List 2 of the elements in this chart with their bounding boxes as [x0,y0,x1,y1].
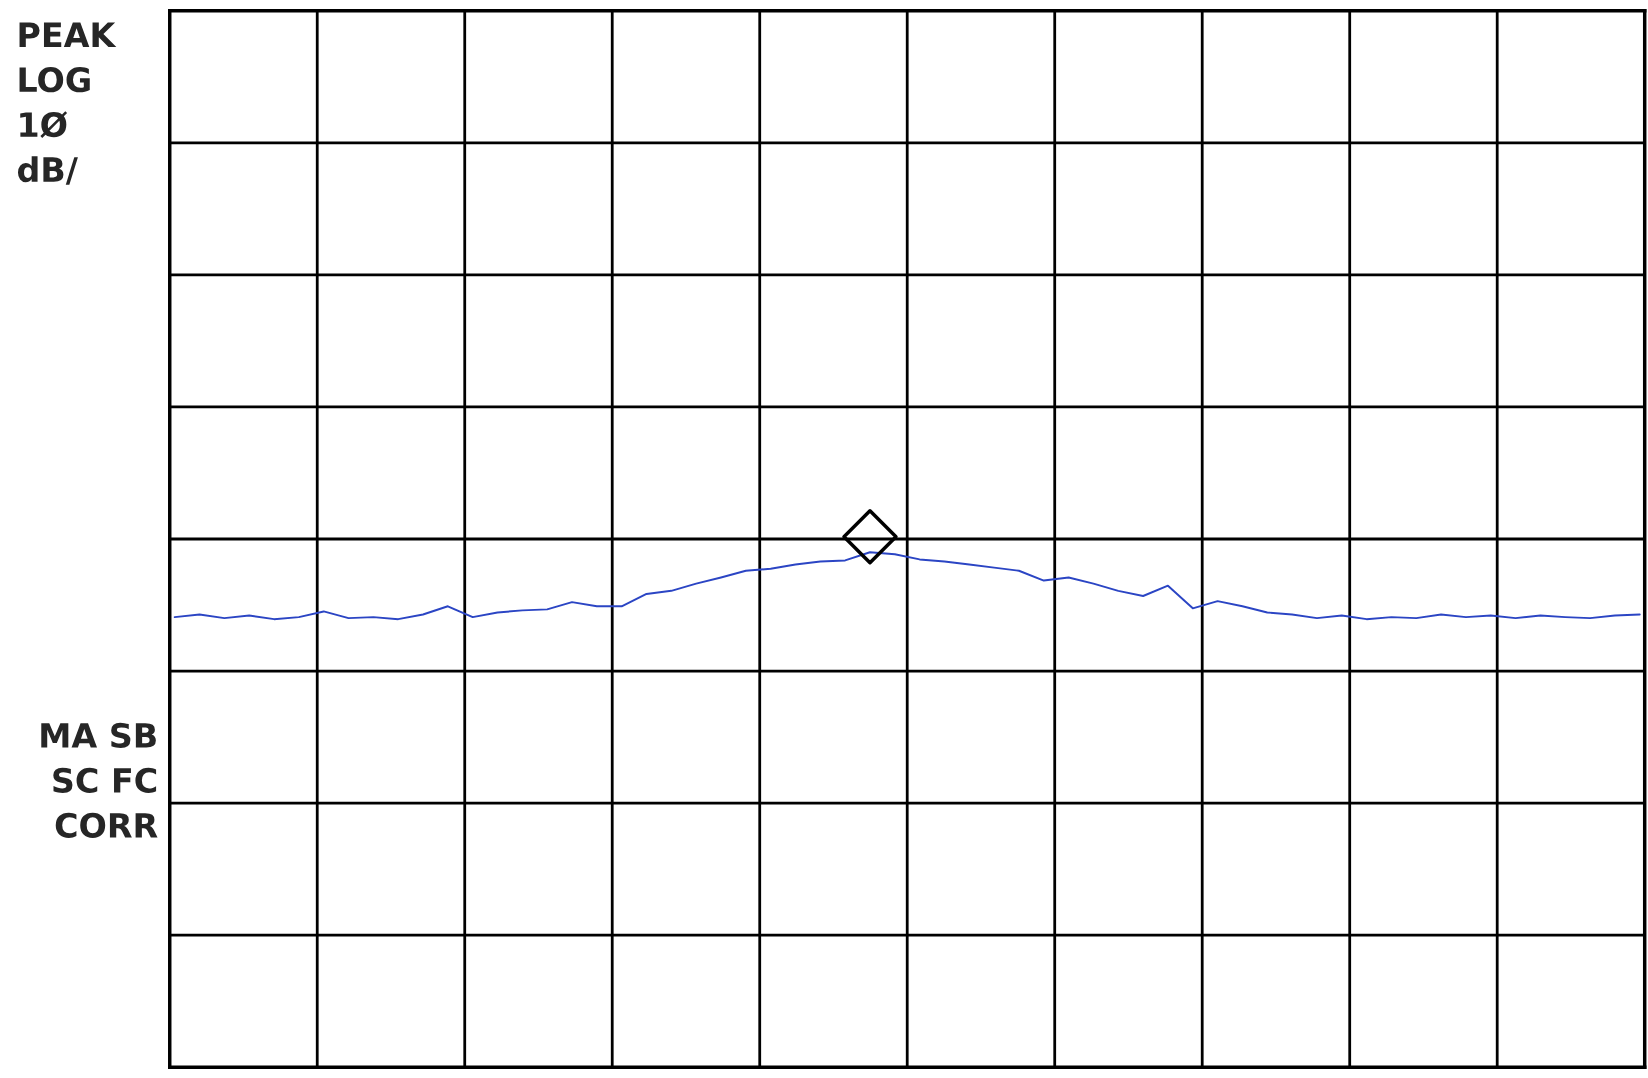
text: PEAK LOG 1Ø dB/ [17,22,117,185]
text: MA SB SC FC CORR [41,722,158,838]
